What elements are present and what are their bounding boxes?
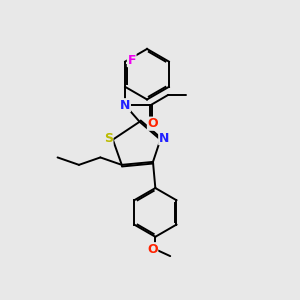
Text: O: O [147,243,158,256]
Text: F: F [128,54,136,67]
Text: S: S [104,132,113,145]
Text: N: N [120,99,130,112]
Text: O: O [148,117,158,130]
Text: N: N [159,132,169,145]
